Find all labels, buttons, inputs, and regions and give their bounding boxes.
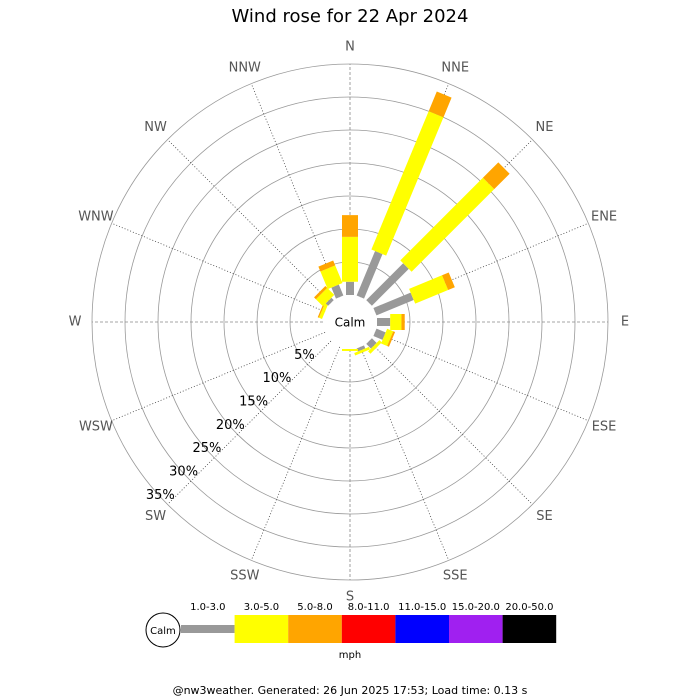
legend-calm-label: Calm: [150, 626, 176, 637]
direction-label: SW: [145, 509, 166, 524]
legend-swatch: [341, 615, 396, 643]
direction-label: WSW: [79, 420, 113, 435]
legend-swatch: [502, 615, 557, 643]
direction-label: E: [621, 315, 629, 330]
bar-segment: [325, 297, 334, 306]
calm-label: Calm: [335, 316, 366, 330]
spoke: [359, 346, 450, 561]
legend-label: 1.0-3.0: [190, 602, 225, 613]
spoke: [368, 139, 533, 304]
spoke: [374, 222, 589, 313]
bar-segment: [356, 251, 383, 299]
grid-ring: [223, 195, 477, 449]
legend-swatch: [395, 615, 449, 643]
spoke: [167, 340, 332, 505]
legend-calm-circle: [145, 612, 181, 648]
r-tick-label: 20%: [216, 418, 245, 433]
r-tick-label: 30%: [169, 464, 198, 479]
direction-label: WNW: [78, 209, 114, 224]
chart-title: Wind rose for 22 Apr 2024: [232, 6, 469, 27]
direction-label: S: [346, 590, 354, 605]
unit-label: mph: [339, 650, 361, 661]
legend-swatch: [449, 615, 503, 643]
spoke: [111, 331, 326, 422]
direction-label: ENE: [591, 209, 617, 224]
bar-segment: [373, 292, 414, 316]
spoke: [167, 139, 332, 304]
bar-segment: [428, 91, 452, 118]
direction-label: NNW: [229, 60, 261, 75]
spoke: [368, 340, 533, 505]
direction-label: W: [69, 315, 82, 330]
legend-label: 11.0-15.0: [398, 602, 446, 613]
direction-label: SSW: [230, 569, 260, 584]
direction-label: N: [345, 40, 355, 55]
bar-segment: [366, 338, 377, 349]
bar-segment: [368, 340, 382, 354]
bar-segment: [409, 275, 449, 304]
legend-swatch: [234, 615, 289, 643]
direction-label: ESE: [592, 420, 617, 435]
legend-swatch: [288, 615, 342, 643]
bar-segment: [331, 284, 344, 299]
r-tick-label: 35%: [146, 488, 175, 503]
direction-label: NW: [144, 120, 167, 135]
direction-label: NNE: [441, 60, 469, 75]
bar-segment: [373, 328, 386, 340]
bar-segment: [317, 302, 326, 318]
spoke: [250, 83, 341, 298]
spoke: [250, 346, 341, 561]
legend-label: 15.0-20.0: [452, 602, 500, 613]
legend-label: 3.0-5.0: [244, 602, 279, 613]
bar-segment: [387, 331, 396, 347]
bar-segment: [318, 260, 336, 272]
bar-segment: [381, 328, 394, 347]
spoke: [111, 222, 326, 313]
bar-segment: [356, 345, 366, 352]
bar-segment: [354, 346, 370, 356]
r-tick-label: 10%: [263, 371, 292, 386]
bar-segment: [366, 263, 409, 306]
r-tick-label: 15%: [239, 394, 268, 409]
bar-segment: [442, 272, 455, 291]
direction-label: SE: [536, 509, 552, 524]
r-tick-label: 25%: [193, 441, 222, 456]
bar-segment: [318, 303, 329, 320]
bar-segment: [314, 286, 328, 300]
bar-segment: [400, 177, 495, 272]
legend-label: 5.0-8.0: [297, 602, 332, 613]
direction-label: NE: [535, 120, 553, 135]
calm-circle: [325, 297, 375, 347]
spoke: [374, 331, 589, 422]
footer: @nw3weather. Generated: 26 Jun 2025 17:5…: [173, 684, 528, 697]
bar-segment: [320, 265, 343, 290]
direction-label: SSE: [443, 569, 468, 584]
legend-label: 8.0-11.0: [348, 602, 390, 613]
r-tick-label: 5%: [294, 348, 315, 363]
bar-segment: [482, 162, 510, 190]
bar-segment: [315, 287, 335, 307]
legend-label: 20.0-50.0: [505, 602, 553, 613]
bar-segment: [371, 111, 444, 256]
